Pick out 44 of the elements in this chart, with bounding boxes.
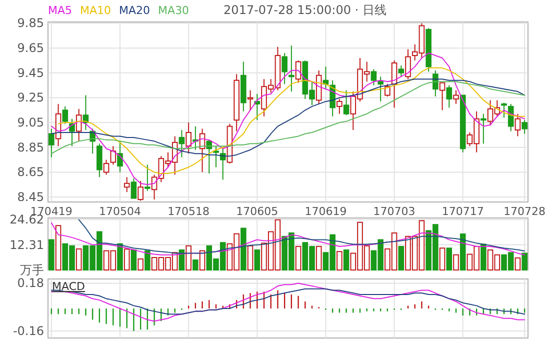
bar [130, 249, 137, 270]
x-tick-label: 170717 [442, 205, 484, 218]
x-tick-label: 170518 [168, 205, 210, 218]
y-tick-label: 万手 [20, 263, 44, 277]
bar [460, 233, 466, 270]
x-tick-label: 170619 [304, 205, 347, 218]
bar [522, 252, 528, 270]
line-series [50, 222, 526, 256]
y-tick-label: 9.05 [17, 116, 44, 130]
candlestick [240, 61, 246, 112]
x-tick-label: 170605 [236, 205, 278, 218]
bar [343, 249, 350, 270]
y-tick-label: 8.85 [17, 140, 44, 154]
y-tick-label: 9.25 [17, 90, 44, 105]
y-tick-label: 9.85 [17, 16, 44, 30]
bar [117, 243, 123, 270]
bar [446, 248, 452, 270]
chart-title: MACD [52, 280, 85, 293]
line-series [78, 219, 526, 254]
candlestick [124, 176, 130, 193]
legend: MA5 MA10 MA20 MA30 [48, 4, 190, 17]
bar [398, 246, 404, 270]
chart-title: 2017-07-28 15:00:00 · 日线 [224, 3, 386, 17]
candlestick [480, 113, 486, 144]
candlestick [178, 130, 185, 158]
bar [192, 259, 198, 270]
bar [254, 249, 260, 270]
candlestick [234, 74, 240, 132]
bar [480, 244, 486, 270]
y-tick-label: -0.16 [12, 324, 44, 338]
y-tick-label: 12.31 [10, 238, 44, 252]
bar [48, 239, 54, 270]
y-tick-label: 9.45 [17, 66, 44, 80]
bar [144, 250, 150, 270]
y-tick-label: 8.45 [17, 190, 44, 204]
y-tick-label: 9.65 [17, 41, 44, 56]
candlestick [282, 52, 288, 85]
x-tick-label: 170728 [504, 205, 546, 218]
x-tick-label: 170703 [373, 205, 416, 218]
bar [240, 228, 246, 270]
x-tick-label: 170504 [99, 205, 141, 218]
y-tick-label: 8.65 [17, 165, 44, 180]
candlestick [288, 45, 294, 92]
y-tick-label: 0.18 [17, 276, 44, 290]
